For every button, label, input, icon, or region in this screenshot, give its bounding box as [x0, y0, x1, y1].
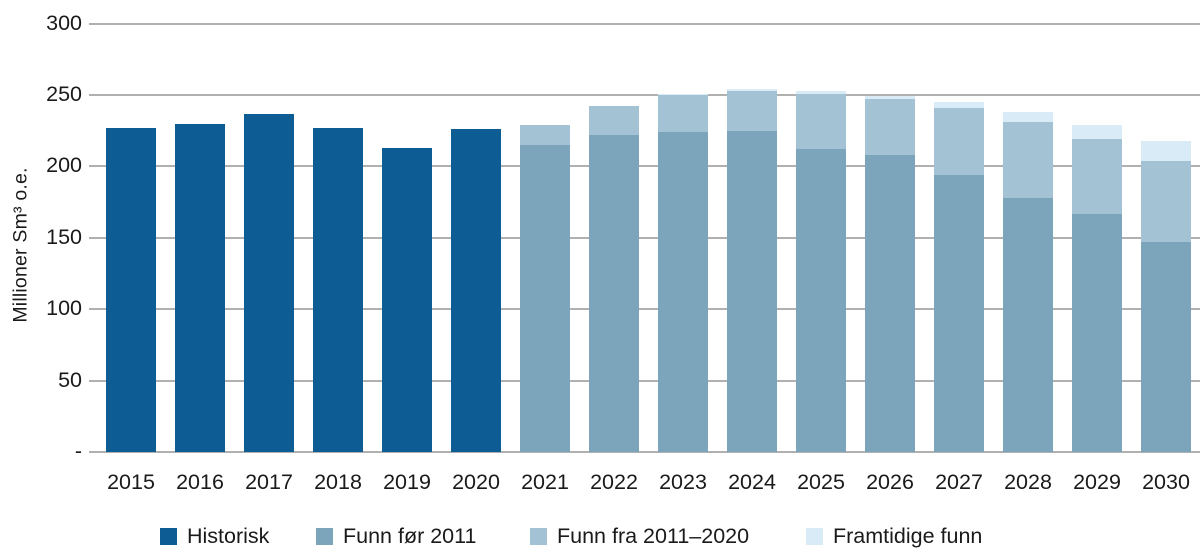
bar-segment-2022-funn-f-r-2011 — [589, 134, 639, 452]
bar-segment-2029-framtidige-funn — [1072, 124, 1122, 140]
bar-segment-2025-funn-fra-2011-2020 — [796, 93, 846, 150]
gridline-0 — [89, 451, 1200, 453]
legend-swatch-icon — [806, 528, 823, 546]
legend-label: Framtidige funn — [833, 524, 983, 548]
bar-segment-2030-funn-f-r-2011 — [1141, 242, 1191, 452]
x-tick-label-2030: 2030 — [1142, 470, 1190, 494]
legend-item-historisk: Historisk — [160, 524, 270, 548]
bar-segment-2022-funn-fra-2011-2020 — [589, 106, 639, 135]
bar-2018 — [313, 127, 363, 452]
bar-segment-2024-funn-f-r-2011 — [727, 130, 777, 452]
bar-segment-2028-funn-fra-2011-2020 — [1003, 122, 1053, 198]
x-tick-label-2018: 2018 — [314, 470, 362, 494]
bar-segment-2021-funn-fra-2011-2020 — [520, 124, 570, 145]
bar-segment-2028-framtidige-funn — [1003, 112, 1053, 123]
bar-segment-2027-funn-fra-2011-2020 — [934, 107, 984, 175]
legend-item-funn-f-r-2011: Funn før 2011 — [316, 524, 477, 548]
bar-segment-2021-funn-f-r-2011 — [520, 144, 570, 452]
x-tick-label-2022: 2022 — [590, 470, 638, 494]
bar-segment-2026-funn-f-r-2011 — [865, 154, 915, 452]
bar-segment-2026-framtidige-funn — [865, 96, 915, 100]
bar-2024 — [727, 89, 777, 452]
x-tick-label-2020: 2020 — [452, 470, 500, 494]
legend-label: Historisk — [187, 524, 270, 548]
gridline-250 — [89, 93, 1200, 96]
bar-2021 — [520, 124, 570, 452]
x-tick-label-2029: 2029 — [1073, 470, 1121, 494]
bar-segment-2029-funn-fra-2011-2020 — [1072, 139, 1122, 214]
bar-2017 — [244, 113, 294, 452]
bar-2019 — [382, 147, 432, 452]
x-tick-label-2025: 2025 — [797, 470, 845, 494]
x-tick-label-2017: 2017 — [245, 470, 293, 494]
x-tick-label-2028: 2028 — [1004, 470, 1052, 494]
bar-2016 — [175, 123, 225, 452]
bar-segment-2026-funn-fra-2011-2020 — [865, 99, 915, 155]
bar-segment-2025-framtidige-funn — [796, 90, 846, 94]
x-axis-tick-labels: 2015 2016 2017 2018 2019 2020 2021 2022 2023 2024… — [106, 470, 1191, 494]
bar-segment-2030-funn-fra-2011-2020 — [1141, 160, 1191, 242]
legend-swatch-icon — [316, 528, 333, 546]
y-tick-label-250: 250 — [46, 81, 82, 106]
bar-segment-2019-historisk — [382, 147, 432, 452]
bar-segment-2025-funn-f-r-2011 — [796, 149, 846, 452]
bar-segment-2023-funn-fra-2011-2020 — [658, 95, 708, 133]
bar-segment-2020-historisk — [451, 129, 501, 452]
gridline-150 — [89, 236, 1200, 239]
bar-2026 — [865, 96, 915, 452]
legend-swatch-icon — [530, 528, 547, 546]
bars-layer — [106, 0, 1191, 452]
y-tick-label-100: 100 — [46, 295, 82, 320]
bar-segment-2029-funn-f-r-2011 — [1072, 213, 1122, 452]
bar-segment-2024-framtidige-funn — [727, 89, 777, 91]
bar-2022 — [589, 106, 639, 452]
legend-label: Funn før 2011 — [343, 524, 477, 548]
x-tick-label-2019: 2019 — [383, 470, 431, 494]
bar-segment-2018-historisk — [313, 127, 363, 452]
bar-segment-2030-framtidige-funn — [1141, 140, 1191, 161]
legend-item-funn-fra-2011-2020: Funn fra 2011–2020 — [530, 524, 750, 548]
y-tick-label-50: 50 — [58, 367, 82, 392]
x-tick-label-2026: 2026 — [866, 470, 914, 494]
gridline-100 — [89, 308, 1200, 311]
bar-2020 — [451, 129, 501, 452]
bar-2025 — [796, 90, 846, 452]
gridline-50 — [89, 379, 1200, 382]
bar-2027 — [934, 102, 984, 452]
bar-segment-2027-funn-f-r-2011 — [934, 174, 984, 452]
bar-2015 — [106, 127, 156, 452]
x-tick-label-2024: 2024 — [728, 470, 776, 494]
bar-segment-2023-framtidige-funn — [658, 93, 708, 96]
y-tick-label-300: 300 — [46, 10, 82, 35]
bar-2028 — [1003, 112, 1053, 452]
bar-segment-2016-historisk — [175, 123, 225, 452]
bar-2030 — [1141, 140, 1191, 452]
legend-label: Funn fra 2011–2020 — [557, 524, 750, 548]
x-tick-label-2023: 2023 — [659, 470, 707, 494]
gridline-300 — [89, 22, 1200, 25]
bar-2029 — [1072, 124, 1122, 452]
bar-segment-2015-historisk — [106, 127, 156, 452]
legend-item-framtidige-funn: Framtidige funn — [806, 524, 983, 548]
bar-2023 — [658, 93, 708, 452]
x-tick-label-2021: 2021 — [521, 470, 569, 494]
bar-segment-2027-framtidige-funn — [934, 102, 984, 108]
x-tick-label-2015: 2015 — [107, 470, 155, 494]
y-tick-label-150: 150 — [46, 224, 82, 249]
bar-segment-2017-historisk — [244, 113, 294, 452]
y-tick-label-0: - — [74, 438, 82, 463]
bar-segment-2024-funn-fra-2011-2020 — [727, 90, 777, 131]
legend-swatch-icon — [160, 528, 177, 546]
gridline-200 — [89, 165, 1200, 168]
y-tick-label-200: 200 — [46, 153, 82, 178]
bar-segment-2023-funn-f-r-2011 — [658, 132, 708, 452]
x-tick-label-2027: 2027 — [935, 470, 983, 494]
bar-segment-2028-funn-f-r-2011 — [1003, 197, 1053, 452]
x-tick-label-2016: 2016 — [176, 470, 224, 494]
